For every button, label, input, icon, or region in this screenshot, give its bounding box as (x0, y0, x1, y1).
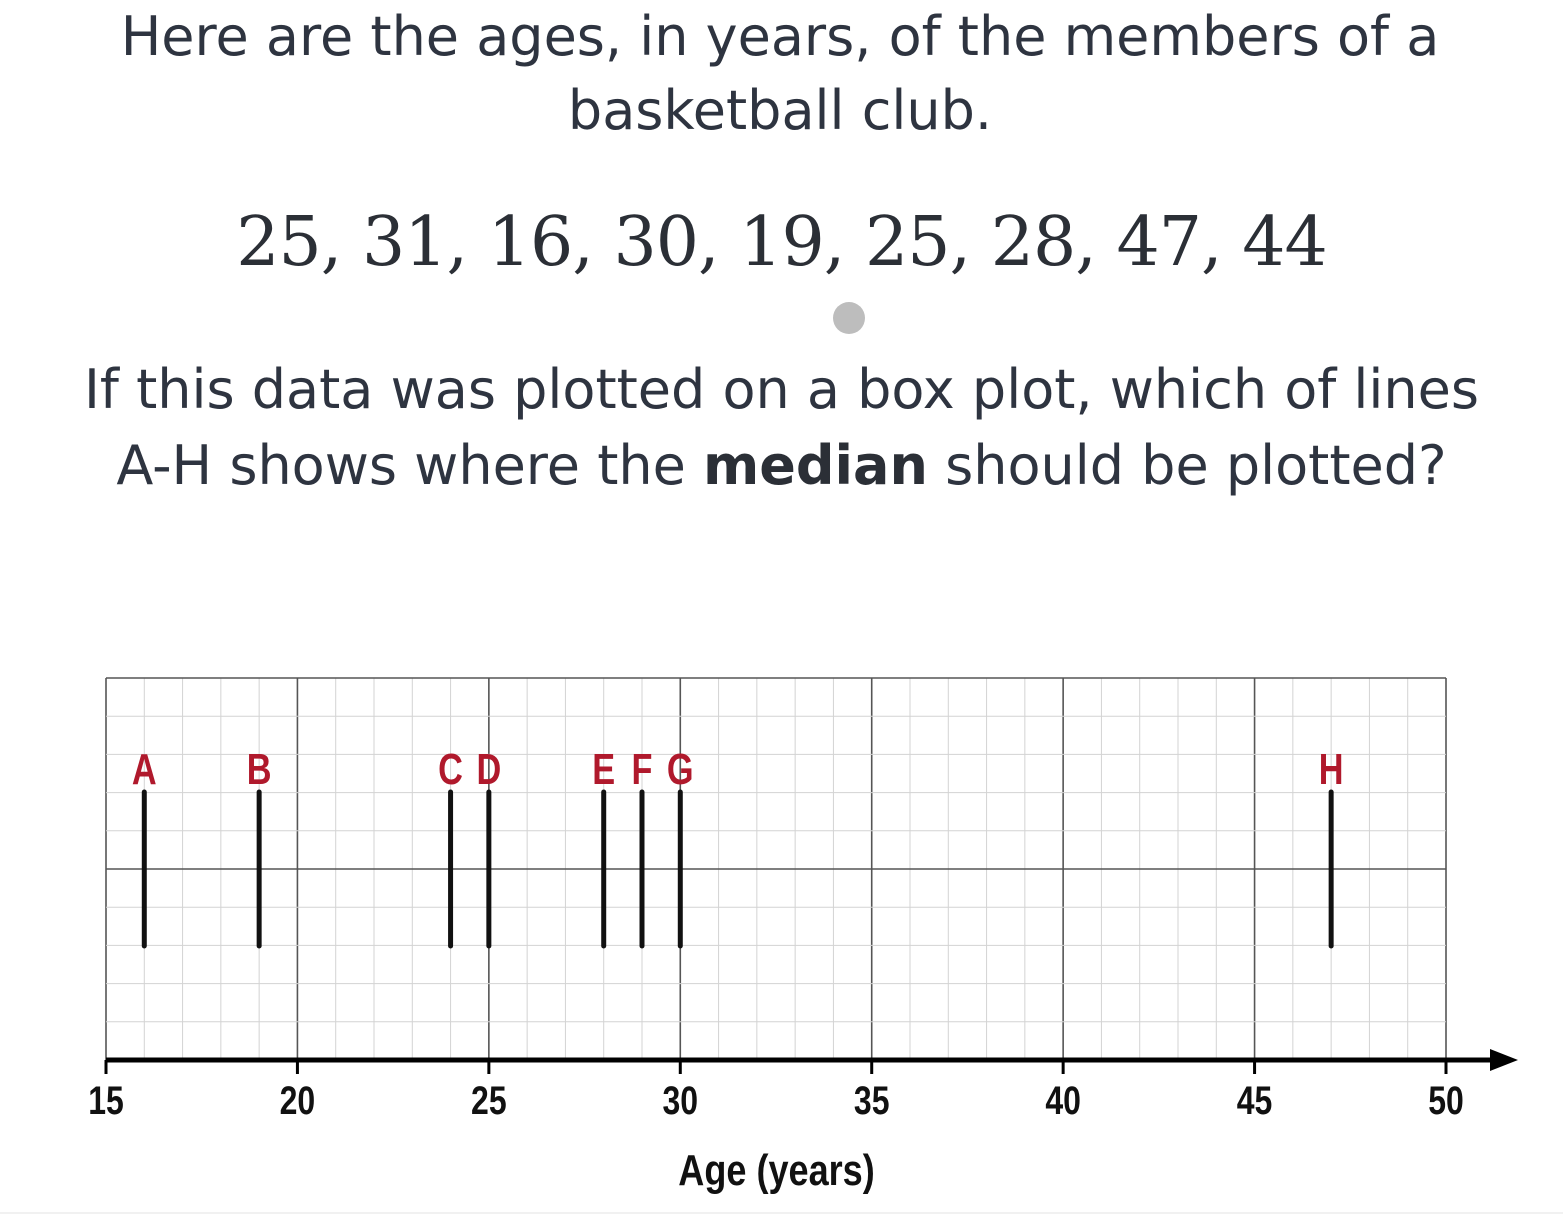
x-tick-label: 25 (471, 1078, 507, 1123)
intro-line-1: Here are the ages, in years, of the memb… (120, 5, 1440, 68)
question-text: If this data was plotted on a box plot, … (20, 352, 1543, 504)
question-text-before: A-H shows where the (116, 434, 703, 497)
chart-grid (105, 677, 1447, 1061)
question-line-1: If this data was plotted on a box plot, … (83, 358, 1480, 421)
footer-divider (0, 1212, 1563, 1214)
line-label-g: G (667, 745, 694, 794)
question-text-after: should be plotted? (927, 434, 1447, 497)
x-axis-arrow-icon (1490, 1049, 1518, 1071)
intro-line-2: basketball club. (567, 79, 993, 142)
x-tick-label: 15 (88, 1078, 124, 1123)
data-list: 25, 31, 16, 30, 19, 25, 28, 47, 44 (236, 203, 1328, 282)
line-label-c: C (438, 745, 463, 794)
x-tick-label: 20 (280, 1078, 316, 1123)
x-axis: 15 20 25 30 35 40 45 50 (88, 1049, 1518, 1123)
line-label-f: F (632, 745, 653, 794)
x-tick-label: 50 (1428, 1078, 1464, 1123)
x-tick-label: 40 (1045, 1078, 1081, 1123)
line-label-h: H (1319, 745, 1344, 794)
line-label-b: B (247, 745, 272, 794)
drag-dot-icon (833, 302, 865, 334)
line-label-d: D (476, 745, 501, 794)
question-line-2: A-H shows where the median should be plo… (20, 428, 1543, 504)
x-tick-label: 35 (854, 1078, 890, 1123)
line-label-e: E (592, 745, 615, 794)
x-tick-label: 30 (662, 1078, 698, 1123)
x-axis-label: Age (years) (678, 1146, 874, 1195)
question-bold-word: median (702, 434, 928, 497)
intro-text: Here are the ages, in years, of the memb… (60, 0, 1500, 148)
line-label-a: A (132, 745, 157, 794)
x-tick-label: 45 (1237, 1078, 1273, 1123)
